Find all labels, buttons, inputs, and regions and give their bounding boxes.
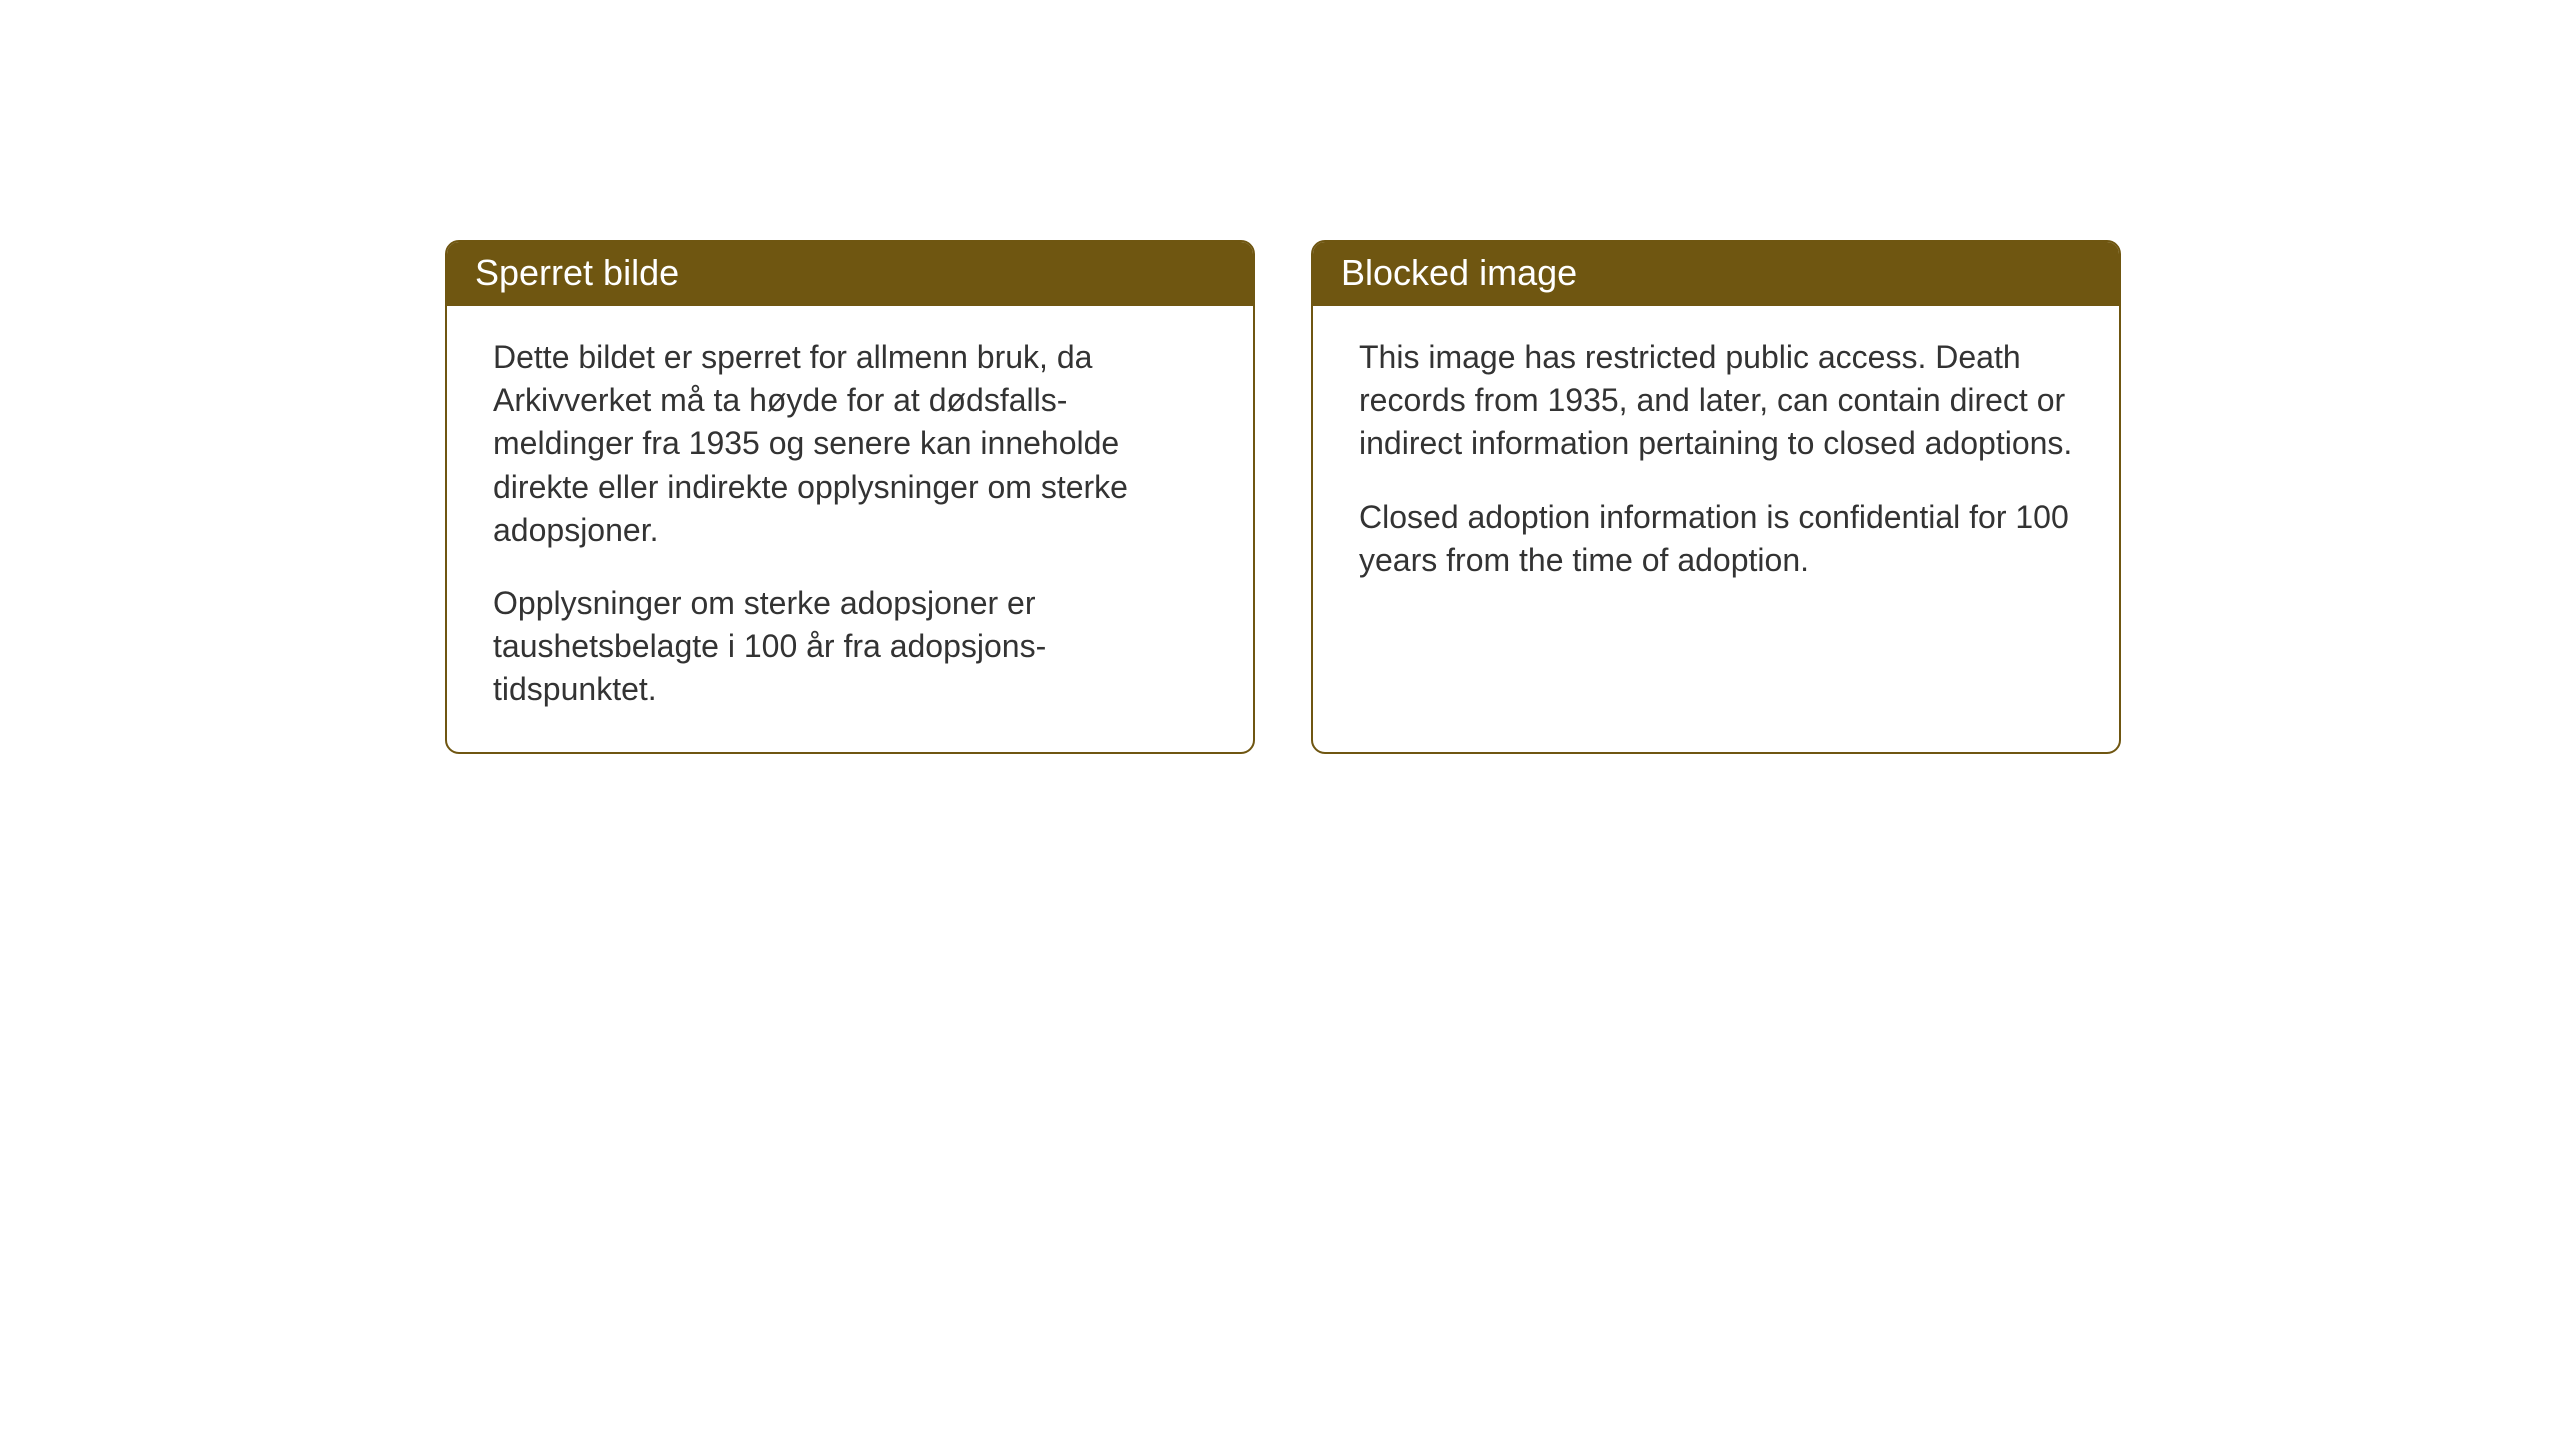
notice-paragraph-2-english: Closed adoption information is confident… [1359, 496, 2073, 582]
notice-header-norwegian: Sperret bilde [447, 242, 1253, 306]
notice-card-norwegian: Sperret bilde Dette bildet er sperret fo… [445, 240, 1255, 754]
notice-body-english: This image has restricted public access.… [1313, 306, 2119, 622]
notice-paragraph-1-norwegian: Dette bildet er sperret for allmenn bruk… [493, 336, 1207, 552]
notice-paragraph-1-english: This image has restricted public access.… [1359, 336, 2073, 466]
notice-paragraph-2-norwegian: Opplysninger om sterke adopsjoner er tau… [493, 582, 1207, 712]
notice-body-norwegian: Dette bildet er sperret for allmenn bruk… [447, 306, 1253, 752]
notice-container: Sperret bilde Dette bildet er sperret fo… [445, 240, 2121, 754]
notice-header-english: Blocked image [1313, 242, 2119, 306]
notice-card-english: Blocked image This image has restricted … [1311, 240, 2121, 754]
